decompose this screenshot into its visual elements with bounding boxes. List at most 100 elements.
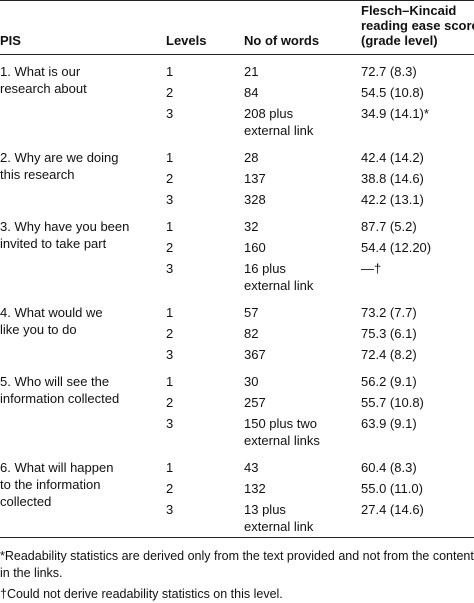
level-cell: 3	[166, 106, 174, 121]
text-line: 2. Why are we doing	[0, 150, 119, 165]
words-cell: 132	[244, 478, 361, 499]
level-cell: 1	[166, 150, 174, 165]
score-cell: 55.7 (10.8)	[361, 395, 424, 410]
text-line: 6. What will happen	[0, 460, 114, 475]
text-line: 30	[244, 374, 259, 389]
table-row: 2 257 55.7 (10.8)	[0, 392, 474, 413]
words-cell: 32	[244, 210, 361, 237]
table-row: 5. Who will see the information collected…	[0, 365, 474, 406]
words-cell: 21	[244, 55, 361, 83]
words-cell: 150 plus two external links	[244, 413, 361, 451]
header-cell: No of words	[244, 0, 361, 55]
score-cell: 54.5 (10.8)	[361, 85, 424, 100]
words-cell: 208 plus external link	[244, 103, 361, 141]
level-cell: 2	[166, 240, 174, 255]
text-line: 3. Why have you been	[0, 219, 130, 234]
score-cell: 42.4 (14.2)	[361, 150, 424, 165]
level-cell: 2	[166, 395, 174, 410]
text-line: research about	[0, 81, 87, 96]
pis-cell: 2. Why are we doing this research	[0, 141, 166, 210]
words-cell: 82	[244, 323, 361, 344]
words-cell: 367	[244, 344, 361, 365]
table-row: 2 132 55.0 (11.0)	[0, 478, 474, 499]
level-cell: 1	[166, 219, 174, 234]
level-cell: 3	[166, 261, 174, 276]
pis-cell: 1. What is our research about	[0, 55, 166, 142]
score-cell: 27.4 (14.6)	[361, 502, 424, 517]
table-row: 1. What is our research about 1 21 72.7 (8.3…	[0, 55, 474, 96]
text-line: 57	[244, 305, 259, 320]
score-cell: 34.9 (14.1)*	[361, 106, 429, 121]
text-line: 32	[244, 219, 259, 234]
text-line: collected	[0, 494, 52, 509]
text-line: 16 plus	[244, 261, 286, 276]
text-line: 84	[244, 85, 259, 100]
score-cell: 72.4 (8.2)	[361, 347, 417, 362]
score-cell: 72.7 (8.3)	[361, 64, 417, 79]
table-row: 2. Why are we doing this research 1 28 42.4 …	[0, 141, 474, 182]
pis-cell: 3. Why have you been invited to take part	[0, 210, 166, 296]
score-cell: 56.2 (9.1)	[361, 374, 417, 389]
text-line: 21	[244, 64, 259, 79]
text-line: 4. What would we	[0, 305, 103, 320]
table-row: 4. What would we like you to do 1 57 73.2 (7…	[0, 296, 474, 337]
text-line: 13 plus	[244, 502, 286, 517]
table-body: 1. What is our research about 1 21 72.7 (8.3…	[0, 55, 474, 538]
table-row: 2 84 54.5 (10.8)	[0, 82, 474, 103]
level-cell: 2	[166, 481, 174, 496]
text-line: 160	[244, 240, 266, 255]
score-cell: —†	[361, 261, 382, 276]
score-cell: 87.7 (5.2)	[361, 219, 417, 234]
text-line: (grade level)	[361, 33, 438, 48]
text-line: external link	[244, 123, 314, 138]
table-row: 2 137 38.8 (14.6)	[0, 168, 474, 189]
score-cell: 60.4 (8.3)	[361, 460, 417, 475]
table-row: 2 160 54.4 (12.20)	[0, 237, 474, 258]
text-line: 257	[244, 395, 266, 410]
level-cell: 2	[166, 326, 174, 341]
words-cell: 57	[244, 296, 361, 323]
table-row: 3 208 plus external link 34.9 (14.1)*	[0, 103, 474, 141]
text-line: 43	[244, 460, 259, 475]
text-line: external link	[244, 278, 314, 293]
score-cell: 54.4 (12.20)	[361, 240, 432, 255]
text-line: invited to take part	[0, 236, 107, 251]
text-line: 137	[244, 171, 266, 186]
text-line: external links	[244, 433, 320, 448]
pis-cell: 5. Who will see the information collected	[0, 365, 166, 451]
text-line: 28	[244, 150, 259, 165]
level-cell: 3	[166, 416, 174, 431]
score-cell: 63.9 (9.1)	[361, 416, 417, 431]
text-line: 1. What is our	[0, 64, 81, 79]
score-cell: 75.3 (6.1)	[361, 326, 417, 341]
text-line: reading ease score	[361, 18, 474, 33]
level-cell: 1	[166, 460, 174, 475]
pis-cell: 6. What will happen to the information col…	[0, 451, 166, 538]
words-cell: 28	[244, 141, 361, 168]
score-cell: 38.8 (14.6)	[361, 171, 424, 186]
text-line: 367	[244, 347, 266, 362]
text-line: information collected	[0, 391, 120, 406]
level-cell: 1	[166, 64, 174, 79]
level-cell: 1	[166, 374, 174, 389]
table-row: 6. What will happen to the information col…	[0, 451, 474, 509]
words-cell: 13 plus external link	[244, 499, 361, 538]
table-row: 3 13 plus external link 27.4 (14.6)	[0, 499, 474, 538]
header-cell: PIS	[0, 0, 166, 55]
header-cell: Flesch–Kincaid reading ease score (grade l…	[361, 0, 474, 55]
table-row: 3 328 42.2 (13.1)	[0, 189, 474, 210]
score-cell: 42.2 (13.1)	[361, 192, 424, 207]
table: PIS Levels No of words Flesch–Kincaid rea…	[0, 0, 474, 538]
words-cell: 137	[244, 168, 361, 189]
text-line: 5. Who will see the	[0, 374, 110, 389]
text-line: 132	[244, 481, 266, 496]
table-row: 3 16 plus external link —†	[0, 258, 474, 296]
table-row: 3. Why have you been invited to take part…	[0, 210, 474, 251]
pis-cell: 4. What would we like you to do	[0, 296, 166, 365]
header-row: PIS Levels No of words Flesch–Kincaid rea…	[0, 0, 474, 55]
table-row: 2 82 75.3 (6.1)	[0, 323, 474, 344]
text-line: external link	[244, 519, 314, 534]
level-cell: 3	[166, 502, 174, 517]
text-line: 150 plus two	[244, 416, 317, 431]
